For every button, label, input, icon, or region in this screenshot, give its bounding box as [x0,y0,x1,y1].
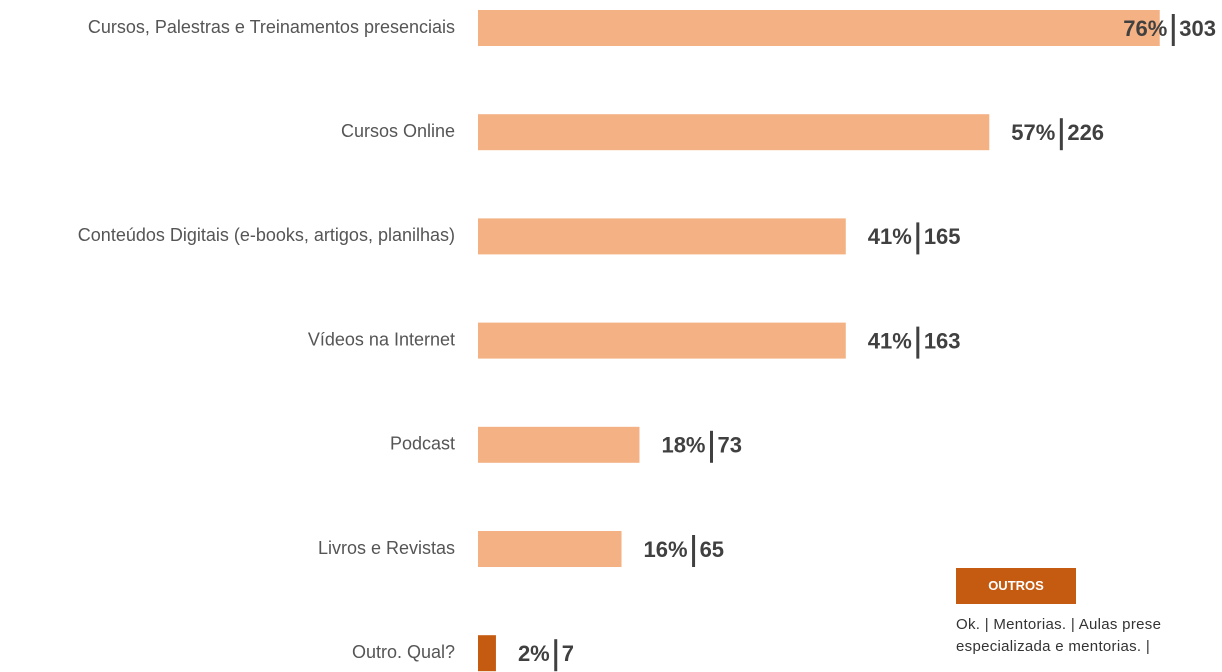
others-text: Ok. | Mentorias. | Aulas prese especiali… [956,614,1222,658]
count-label: 163 [924,328,961,353]
count-label: 73 [718,433,742,458]
category-label: Livros e Revistas [318,538,455,558]
count-label: 303 [1179,16,1216,41]
bar [478,531,622,567]
category-label: Vídeos na Internet [308,329,455,349]
count-label: 165 [924,224,961,249]
category-label: Conteúdos Digitais (e-books, artigos, pl… [78,225,455,245]
others-line: especializada e mentorias. | [956,638,1151,655]
category-label: Podcast [390,434,455,454]
count-label: 65 [700,537,724,562]
category-label: Outro. Qual? [352,642,455,662]
bar [478,635,496,672]
bar [478,322,846,359]
others-box: OUTROS Ok. | Mentorias. | Aulas prese es… [956,568,1222,672]
count-label: 7 [562,641,574,666]
others-line: Ok. | Mentorias. | Aulas prese [956,616,1162,633]
bar [478,426,640,463]
value-label: 16% [644,537,688,562]
value-label: 41% [868,328,912,353]
bar [478,114,990,151]
bar [478,218,846,255]
value-label: 18% [661,433,705,458]
bar [478,10,1160,46]
value-label: 41% [868,224,912,249]
value-label: 2% [518,641,550,666]
count-label: 226 [1067,120,1104,145]
category-label: Cursos Online [341,121,455,141]
others-title: OUTROS [956,568,1076,604]
value-label: 57% [1011,120,1055,145]
value-label: 76% [1123,16,1167,41]
category-label: Cursos, Palestras e Treinamentos presenc… [88,17,455,37]
